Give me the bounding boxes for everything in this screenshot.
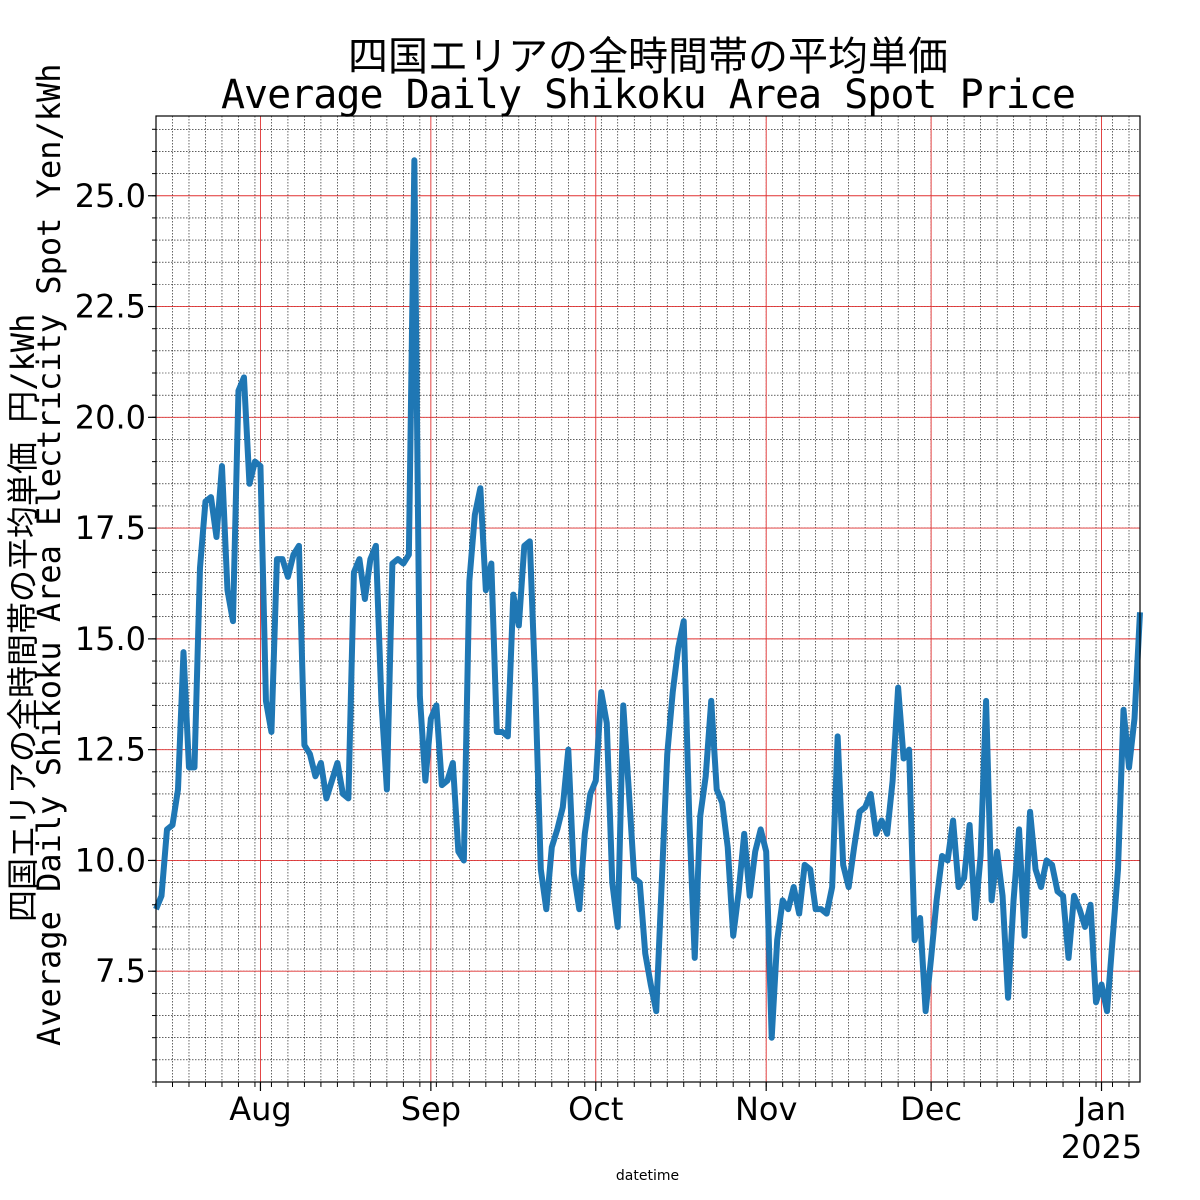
chart-title-japanese: 四国エリアの全時間帯の平均単価 [348,34,948,80]
x-year-label: 2025 [1061,1128,1142,1166]
minor-grid [155,116,1140,1083]
x-tick-label: Dec [900,1090,962,1128]
y-tick-label: 10.0 [75,841,146,879]
y-tick-label: 20.0 [75,398,146,436]
x-tick-label: Nov [735,1090,797,1128]
y-tick-label: 17.5 [75,509,146,547]
x-tick-label: Sep [401,1090,461,1128]
y-tick-label: 25.0 [75,177,146,215]
major-grid [156,116,1140,1082]
chart-title-english: Average Daily Shikoku Area Spot Price [220,72,1076,118]
price-series-line [153,157,1143,1041]
x-tick-label: Oct [568,1090,623,1128]
y-tick-label: 12.5 [75,731,146,769]
x-tick-label: Aug [229,1090,291,1128]
x-tick-label: Jan [1075,1090,1126,1128]
y-tick-label: 15.0 [75,620,146,658]
series-layer [153,157,1143,1041]
plot-area-frame [155,115,1141,1083]
y-tick-label: 7.5 [95,952,146,990]
x-axis-label: datetime [615,1168,680,1184]
y-tick-label: 22.5 [75,288,146,326]
axis-ticks [148,128,1130,1091]
